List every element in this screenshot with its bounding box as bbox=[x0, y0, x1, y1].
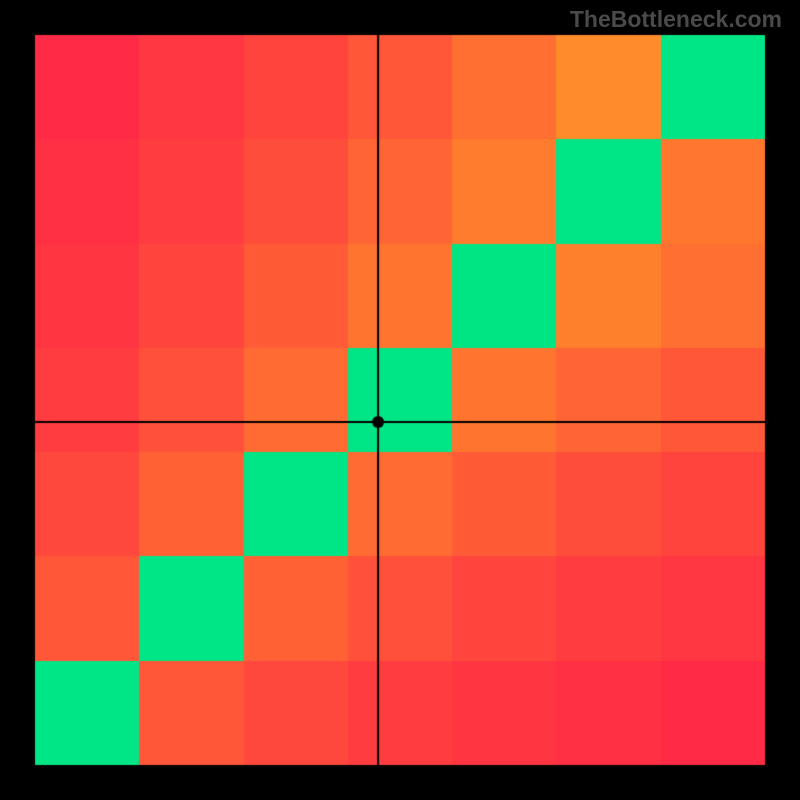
bottleneck-heatmap bbox=[0, 0, 800, 800]
watermark-text: TheBottleneck.com bbox=[570, 6, 782, 33]
